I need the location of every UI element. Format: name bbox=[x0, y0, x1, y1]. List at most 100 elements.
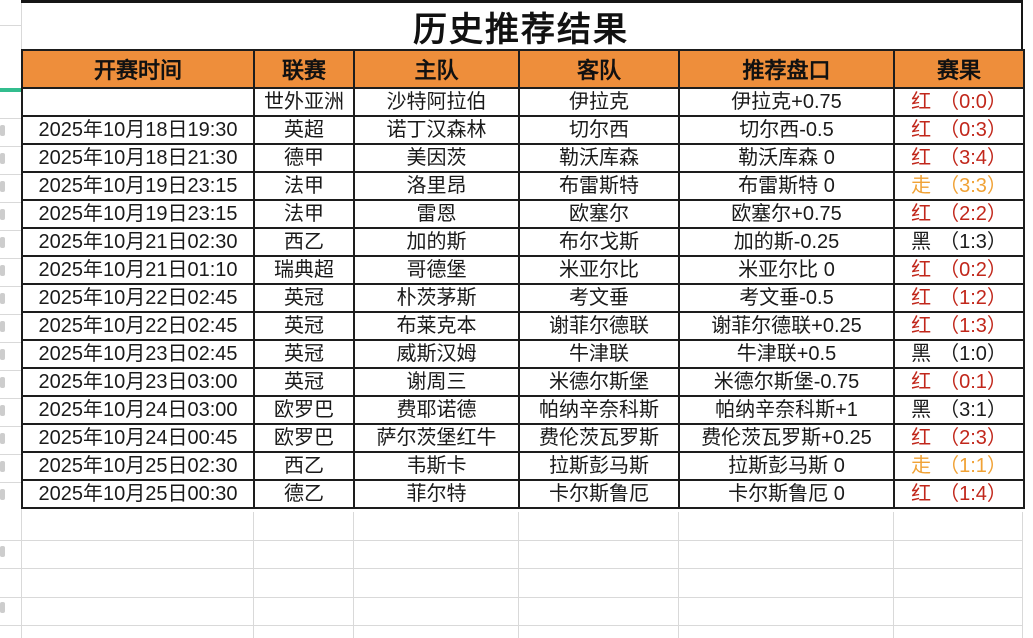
cell-result[interactable]: 走 （3:3） bbox=[893, 171, 1025, 201]
cell-away-team[interactable]: 切尔西 bbox=[518, 115, 680, 145]
cell-handicap[interactable]: 拉斯彭马斯 0 bbox=[678, 451, 895, 481]
cell-home-team[interactable]: 朴茨茅斯 bbox=[353, 283, 520, 313]
cell-home-team[interactable]: 谢周三 bbox=[353, 367, 520, 397]
cell-kickoff-time[interactable]: 2025年10月19日23:15 bbox=[21, 199, 255, 229]
cell-home-team[interactable]: 韦斯卡 bbox=[353, 451, 520, 481]
cell-league[interactable]: 法甲 bbox=[253, 171, 355, 201]
cell-kickoff-time[interactable]: 2025年10月23日02:45 bbox=[21, 339, 255, 369]
cell-handicap[interactable]: 帕纳辛奈科斯+1 bbox=[678, 395, 895, 425]
cell-result[interactable]: 红 （3:4） bbox=[893, 143, 1025, 173]
col-header-recommended-handicap[interactable]: 推荐盘口 bbox=[678, 49, 895, 89]
cell-league[interactable]: 西乙 bbox=[253, 451, 355, 481]
cell-away-team[interactable]: 布雷斯特 bbox=[518, 171, 680, 201]
cell-league[interactable]: 英冠 bbox=[253, 311, 355, 341]
cell-result[interactable]: 红 （1:3） bbox=[893, 311, 1025, 341]
cell-away-team[interactable]: 卡尔斯鲁厄 bbox=[518, 479, 680, 509]
cell-home-team[interactable]: 加的斯 bbox=[353, 227, 520, 257]
cell-result[interactable]: 黑 （1:3） bbox=[893, 227, 1025, 257]
cell-kickoff-time[interactable]: 2025年10月18日21:30 bbox=[21, 143, 255, 173]
cell-league[interactable]: 英冠 bbox=[253, 339, 355, 369]
cell-league[interactable]: 西乙 bbox=[253, 227, 355, 257]
row-number-fragment bbox=[0, 181, 5, 192]
cell-home-team[interactable]: 菲尔特 bbox=[353, 479, 520, 509]
cell-kickoff-time[interactable] bbox=[21, 87, 255, 117]
cell-kickoff-time[interactable]: 2025年10月21日02:30 bbox=[21, 227, 255, 257]
col-header-home-team[interactable]: 主队 bbox=[353, 49, 520, 89]
cell-league[interactable]: 英冠 bbox=[253, 367, 355, 397]
cell-away-team[interactable]: 欧塞尔 bbox=[518, 199, 680, 229]
cell-kickoff-time[interactable]: 2025年10月21日01:10 bbox=[21, 255, 255, 285]
cell-home-team[interactable]: 诺丁汉森林 bbox=[353, 115, 520, 145]
col-header-kickoff-time[interactable]: 开赛时间 bbox=[21, 49, 255, 89]
cell-result[interactable]: 红 （0:0） bbox=[893, 87, 1025, 117]
cell-league[interactable]: 瑞典超 bbox=[253, 255, 355, 285]
cell-handicap[interactable]: 加的斯-0.25 bbox=[678, 227, 895, 257]
cell-result[interactable]: 红 （0:1） bbox=[893, 367, 1025, 397]
row-number-fragment bbox=[0, 349, 5, 360]
cell-away-team[interactable]: 费伦茨瓦罗斯 bbox=[518, 423, 680, 453]
cell-handicap[interactable]: 米亚尔比 0 bbox=[678, 255, 895, 285]
cell-league[interactable]: 欧罗巴 bbox=[253, 423, 355, 453]
cell-handicap[interactable]: 考文垂-0.5 bbox=[678, 283, 895, 313]
cell-league[interactable]: 世外亚洲 bbox=[253, 87, 355, 117]
cell-kickoff-time[interactable]: 2025年10月25日00:30 bbox=[21, 479, 255, 509]
cell-away-team[interactable]: 米亚尔比 bbox=[518, 255, 680, 285]
cell-away-team[interactable]: 牛津联 bbox=[518, 339, 680, 369]
cell-handicap[interactable]: 布雷斯特 0 bbox=[678, 171, 895, 201]
cell-league[interactable]: 德甲 bbox=[253, 143, 355, 173]
cell-result[interactable]: 红 （1:4） bbox=[893, 479, 1025, 509]
cell-handicap[interactable]: 欧塞尔+0.75 bbox=[678, 199, 895, 229]
cell-kickoff-time[interactable]: 2025年10月23日03:00 bbox=[21, 367, 255, 397]
cell-kickoff-time[interactable]: 2025年10月22日02:45 bbox=[21, 311, 255, 341]
cell-away-team[interactable]: 米德尔斯堡 bbox=[518, 367, 680, 397]
cell-away-team[interactable]: 勒沃库森 bbox=[518, 143, 680, 173]
cell-league[interactable]: 欧罗巴 bbox=[253, 395, 355, 425]
cell-away-team[interactable]: 伊拉克 bbox=[518, 87, 680, 117]
cell-result[interactable]: 黑 （3:1） bbox=[893, 395, 1025, 425]
cell-handicap[interactable]: 切尔西-0.5 bbox=[678, 115, 895, 145]
cell-result[interactable]: 走 （1:1） bbox=[893, 451, 1025, 481]
cell-kickoff-time[interactable]: 2025年10月18日19:30 bbox=[21, 115, 255, 145]
cell-home-team[interactable]: 费耶诺德 bbox=[353, 395, 520, 425]
cell-away-team[interactable]: 谢菲尔德联 bbox=[518, 311, 680, 341]
cell-league[interactable]: 德乙 bbox=[253, 479, 355, 509]
cell-league[interactable]: 英超 bbox=[253, 115, 355, 145]
cell-handicap[interactable]: 卡尔斯鲁厄 0 bbox=[678, 479, 895, 509]
cell-league[interactable]: 英冠 bbox=[253, 283, 355, 313]
cell-kickoff-time[interactable]: 2025年10月25日02:30 bbox=[21, 451, 255, 481]
cell-home-team[interactable]: 威斯汉姆 bbox=[353, 339, 520, 369]
cell-home-team[interactable]: 萨尔茨堡红牛 bbox=[353, 423, 520, 453]
cell-result[interactable]: 红 （0:3） bbox=[893, 115, 1025, 145]
col-header-result[interactable]: 赛果 bbox=[893, 49, 1025, 89]
cell-handicap[interactable]: 伊拉克+0.75 bbox=[678, 87, 895, 117]
cell-handicap[interactable]: 费伦茨瓦罗斯+0.25 bbox=[678, 423, 895, 453]
cell-home-team[interactable]: 哥德堡 bbox=[353, 255, 520, 285]
cell-result[interactable]: 红 （2:2） bbox=[893, 199, 1025, 229]
cell-handicap[interactable]: 牛津联+0.5 bbox=[678, 339, 895, 369]
cell-kickoff-time[interactable]: 2025年10月24日03:00 bbox=[21, 395, 255, 425]
col-header-away-team[interactable]: 客队 bbox=[518, 49, 680, 89]
cell-result[interactable]: 黑 （1:0） bbox=[893, 339, 1025, 369]
cell-home-team[interactable]: 沙特阿拉伯 bbox=[353, 87, 520, 117]
cell-result[interactable]: 红 （1:2） bbox=[893, 283, 1025, 313]
cell-kickoff-time[interactable]: 2025年10月19日23:15 bbox=[21, 171, 255, 201]
cell-handicap[interactable]: 谢菲尔德联+0.25 bbox=[678, 311, 895, 341]
cell-kickoff-time[interactable]: 2025年10月24日00:45 bbox=[21, 423, 255, 453]
cell-home-team[interactable]: 雷恩 bbox=[353, 199, 520, 229]
cell-kickoff-time[interactable]: 2025年10月22日02:45 bbox=[21, 283, 255, 313]
cell-away-team[interactable]: 布尔戈斯 bbox=[518, 227, 680, 257]
cell-home-team[interactable]: 布莱克本 bbox=[353, 311, 520, 341]
col-header-league[interactable]: 联赛 bbox=[253, 49, 355, 89]
result-score: （1:2） bbox=[939, 287, 1007, 309]
cell-result[interactable]: 红 （0:2） bbox=[893, 255, 1025, 285]
cell-away-team[interactable]: 帕纳辛奈科斯 bbox=[518, 395, 680, 425]
cell-handicap[interactable]: 勒沃库森 0 bbox=[678, 143, 895, 173]
cell-league[interactable]: 法甲 bbox=[253, 199, 355, 229]
cell-handicap[interactable]: 米德尔斯堡-0.75 bbox=[678, 367, 895, 397]
cell-home-team[interactable]: 洛里昂 bbox=[353, 171, 520, 201]
cell-away-team[interactable]: 拉斯彭马斯 bbox=[518, 451, 680, 481]
cell-result[interactable]: 红 （2:3） bbox=[893, 423, 1025, 453]
sheet-title-cell[interactable]: 历史推荐结果 bbox=[21, 0, 1023, 49]
cell-away-team[interactable]: 考文垂 bbox=[518, 283, 680, 313]
cell-home-team[interactable]: 美因茨 bbox=[353, 143, 520, 173]
